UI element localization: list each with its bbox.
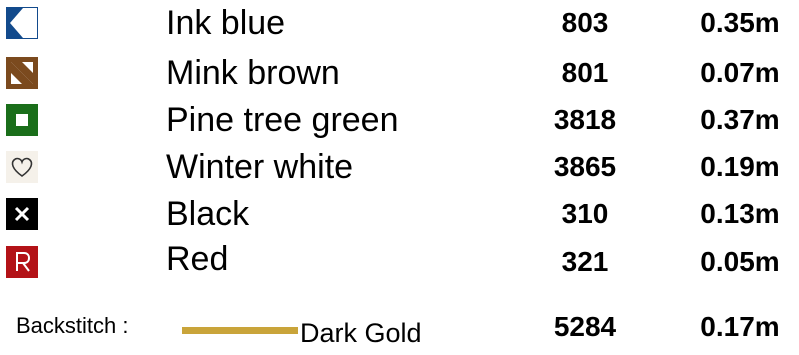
thread-code: 310 bbox=[561, 198, 609, 229]
r-letter-symbol-icon bbox=[6, 246, 38, 278]
backstitch-line-swatch bbox=[182, 327, 298, 334]
mink-brown-diagonal-symbol-icon bbox=[6, 57, 38, 89]
thread-name: Black bbox=[166, 195, 250, 233]
thread-row-mink-brown: Mink brown 801 0.07m bbox=[0, 51, 799, 95]
ink-blue-corner-symbol-icon bbox=[6, 7, 38, 39]
thread-length: 0.13m bbox=[700, 198, 780, 229]
thread-name: Winter white bbox=[166, 148, 354, 186]
thread-length: 0.37m bbox=[700, 104, 780, 135]
backstitch-row: Backstitch : Dark Gold 5284 0.17m bbox=[0, 305, 799, 349]
thread-row-ink-blue: Ink blue 803 0.35m bbox=[0, 1, 799, 45]
pine-green-square-symbol-icon bbox=[6, 104, 38, 136]
thread-row-pine-tree-green: Pine tree green 3818 0.37m bbox=[0, 98, 799, 142]
thread-code: 3865 bbox=[553, 151, 617, 182]
thread-row-winter-white: Winter white 3865 0.19m bbox=[0, 145, 799, 189]
thread-row-black: Black 310 0.13m bbox=[0, 192, 799, 236]
thread-name: Red bbox=[166, 240, 229, 278]
thread-code: 321 bbox=[561, 246, 609, 277]
thread-length: 0.07m bbox=[700, 57, 780, 88]
x-symbol-icon bbox=[6, 198, 38, 230]
backstitch-label: Backstitch : bbox=[16, 313, 129, 338]
thread-length: 0.35m bbox=[700, 7, 780, 38]
backstitch-code: 5284 bbox=[553, 311, 617, 342]
backstitch-length: 0.17m bbox=[700, 311, 780, 342]
thread-length: 0.19m bbox=[700, 151, 780, 182]
thread-row-red: Red 321 0.05m bbox=[0, 240, 799, 284]
thread-name: Pine tree green bbox=[166, 101, 399, 139]
thread-code: 3818 bbox=[553, 104, 617, 135]
heart-symbol-icon bbox=[6, 151, 38, 183]
thread-name: Ink blue bbox=[166, 4, 286, 42]
thread-length: 0.05m bbox=[700, 246, 780, 277]
backstitch-thread-name: Dark Gold bbox=[300, 318, 422, 348]
thread-code: 801 bbox=[561, 57, 609, 88]
thread-code: 803 bbox=[561, 7, 609, 38]
thread-name: Mink brown bbox=[166, 54, 340, 92]
